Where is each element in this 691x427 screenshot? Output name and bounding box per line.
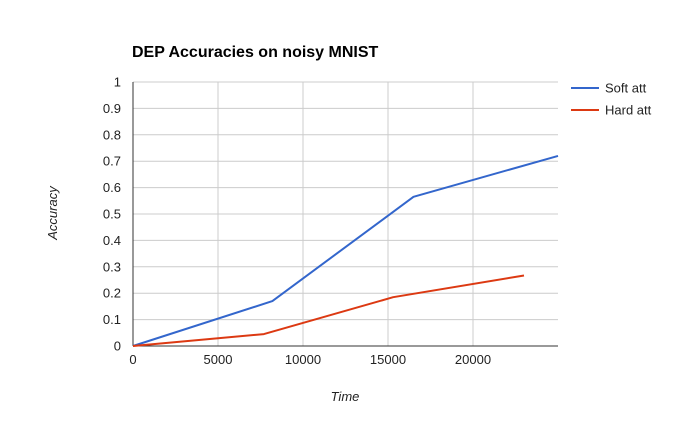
x-axis-title: Time (331, 389, 360, 404)
legend: Soft att Hard att (571, 81, 652, 118)
y-tick-label-4: 0.4 (103, 233, 121, 248)
y-tick-label-6: 0.6 (103, 180, 121, 195)
y-tick-label-9: 0.9 (103, 101, 121, 116)
y-tick-label-5: 0.5 (103, 207, 121, 222)
legend-label-soft-att: Soft att (605, 81, 647, 96)
y-tick-label-7: 0.7 (103, 154, 121, 169)
y-tick-label-3: 0.3 (103, 259, 121, 274)
y-tick-label-8: 0.8 (103, 127, 121, 142)
series-line-hard-att (132, 274, 525, 347)
gridlines (133, 81, 558, 347)
y-axis-title: Accuracy (45, 185, 60, 241)
y-tick-label-1: 0.1 (103, 312, 121, 327)
series-lines (132, 154, 559, 347)
legend-label-hard-att: Hard att (605, 103, 652, 118)
y-tick-label-10: 1 (114, 75, 121, 90)
axes: 0 5000 10000 15000 20000 0 0.1 0.2 0.3 0.4 0.5 0.6 0… (103, 75, 491, 368)
chart-title: DEP Accuracies on noisy MNIST (132, 44, 379, 61)
y-tick-label-2: 0.2 (103, 286, 121, 301)
y-tick-label-0: 0 (114, 339, 121, 354)
x-tick-label-2: 10000 (285, 352, 321, 367)
x-tick-label-1: 5000 (204, 352, 233, 367)
x-tick-label-0: 0 (129, 352, 136, 367)
x-tick-label-4: 20000 (455, 352, 491, 367)
series-line-soft-att (132, 154, 559, 347)
x-tick-label-3: 15000 (370, 352, 406, 367)
